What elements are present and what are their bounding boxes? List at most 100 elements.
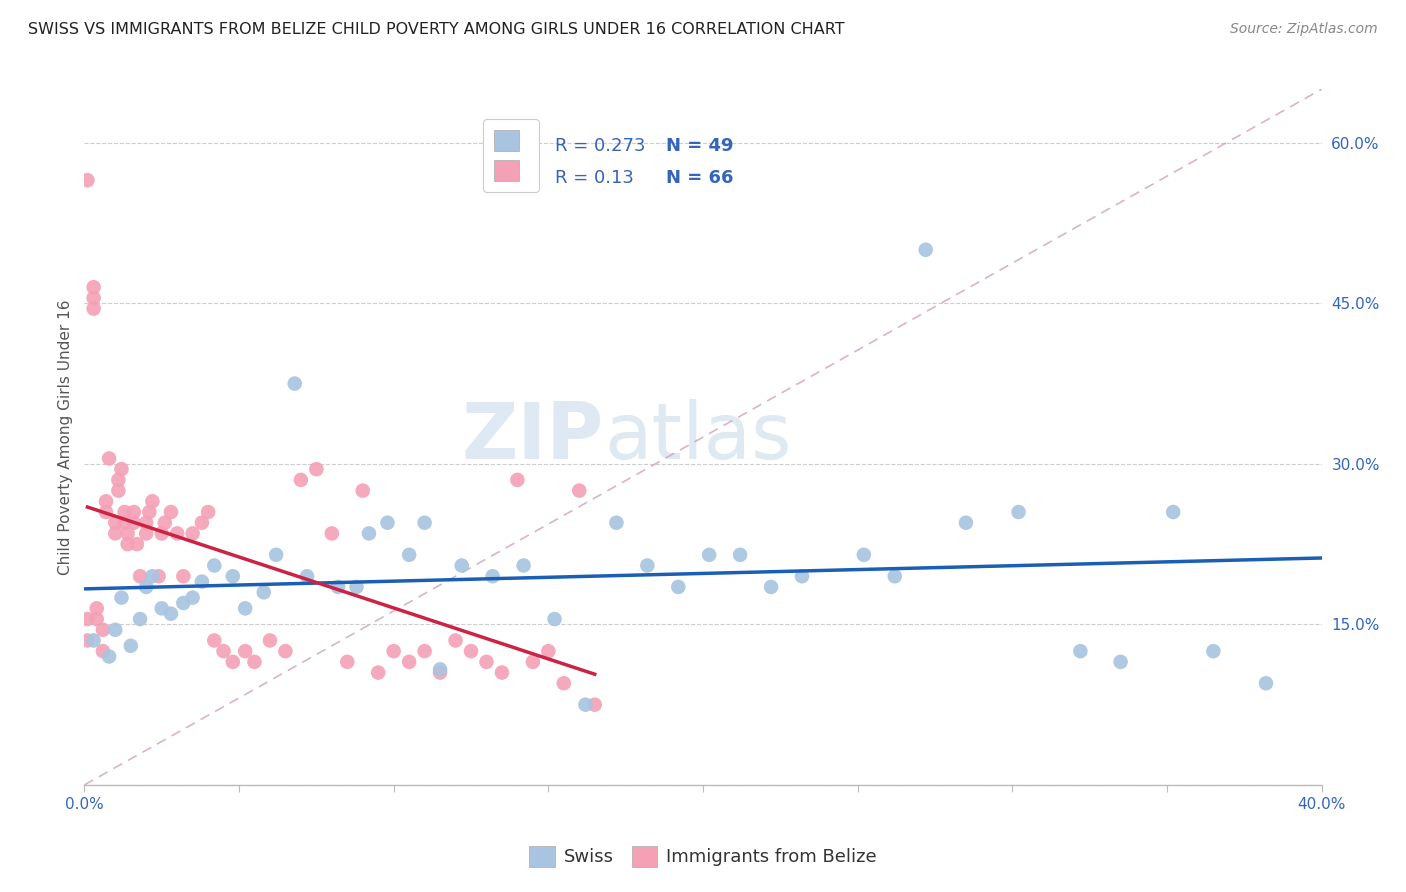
Point — [568, 483, 591, 498]
Point — [98, 451, 121, 466]
Point — [141, 569, 163, 583]
Point — [114, 505, 136, 519]
Point — [759, 580, 782, 594]
Point — [852, 548, 875, 562]
Point — [160, 505, 183, 519]
Point — [129, 612, 152, 626]
Point — [274, 644, 297, 658]
Point — [135, 516, 157, 530]
Point — [1069, 644, 1091, 658]
Point — [429, 665, 451, 680]
Text: R = 0.273: R = 0.273 — [554, 136, 645, 154]
Point — [153, 516, 176, 530]
Point — [346, 580, 368, 594]
Point — [259, 633, 281, 648]
Point — [583, 698, 606, 712]
Text: Source: ZipAtlas.com: Source: ZipAtlas.com — [1230, 22, 1378, 37]
Point — [150, 601, 173, 615]
Point — [166, 526, 188, 541]
Point — [148, 569, 170, 583]
Point — [172, 596, 194, 610]
Point — [666, 580, 689, 594]
Point — [181, 591, 204, 605]
Point — [202, 558, 225, 573]
Point — [553, 676, 575, 690]
Y-axis label: Child Poverty Among Girls Under 16: Child Poverty Among Girls Under 16 — [58, 300, 73, 574]
Point — [1007, 505, 1029, 519]
Point — [181, 526, 204, 541]
Legend: Swiss, Immigrants from Belize: Swiss, Immigrants from Belize — [522, 838, 884, 874]
Point — [141, 494, 163, 508]
Point — [336, 655, 359, 669]
Point — [728, 548, 751, 562]
Point — [522, 655, 544, 669]
Point — [790, 569, 813, 583]
Point — [160, 607, 183, 621]
Point — [91, 644, 114, 658]
Point — [122, 505, 145, 519]
Text: R = 0.13: R = 0.13 — [554, 169, 633, 187]
Point — [697, 548, 720, 562]
Point — [605, 516, 627, 530]
Point — [76, 612, 98, 626]
Point — [398, 655, 420, 669]
Point — [413, 516, 436, 530]
Point — [574, 698, 596, 712]
Point — [114, 516, 136, 530]
Point — [233, 644, 256, 658]
Point — [135, 580, 157, 594]
Point — [444, 633, 467, 648]
Point — [1161, 505, 1184, 519]
Point — [543, 612, 565, 626]
Point — [398, 548, 420, 562]
Point — [367, 665, 389, 680]
Legend: , : , — [484, 120, 538, 192]
Point — [117, 526, 139, 541]
Text: ZIP: ZIP — [461, 399, 605, 475]
Point — [512, 558, 534, 573]
Point — [450, 558, 472, 573]
Point — [83, 301, 105, 316]
Point — [321, 526, 343, 541]
Point — [429, 662, 451, 676]
Point — [305, 462, 328, 476]
Point — [222, 569, 245, 583]
Point — [83, 633, 105, 648]
Point — [104, 516, 127, 530]
Point — [122, 516, 145, 530]
Point — [222, 655, 245, 669]
Point — [150, 526, 173, 541]
Point — [460, 644, 482, 658]
Point — [86, 612, 108, 626]
Point — [264, 548, 287, 562]
Text: N = 66: N = 66 — [666, 169, 734, 187]
Point — [377, 516, 399, 530]
Point — [91, 623, 114, 637]
Point — [506, 473, 529, 487]
Point — [83, 280, 105, 294]
Point — [326, 580, 349, 594]
Point — [290, 473, 312, 487]
Point — [107, 483, 129, 498]
Point — [481, 569, 503, 583]
Point — [295, 569, 318, 583]
Point — [191, 516, 214, 530]
Point — [104, 623, 127, 637]
Point — [83, 291, 105, 305]
Point — [243, 655, 266, 669]
Point — [233, 601, 256, 615]
Point — [491, 665, 513, 680]
Point — [138, 505, 160, 519]
Point — [883, 569, 905, 583]
Point — [120, 639, 142, 653]
Point — [104, 526, 127, 541]
Point — [110, 591, 132, 605]
Point — [191, 574, 214, 589]
Point — [94, 505, 117, 519]
Point — [352, 483, 374, 498]
Point — [212, 644, 235, 658]
Point — [86, 601, 108, 615]
Point — [135, 526, 157, 541]
Point — [914, 243, 936, 257]
Point — [1202, 644, 1225, 658]
